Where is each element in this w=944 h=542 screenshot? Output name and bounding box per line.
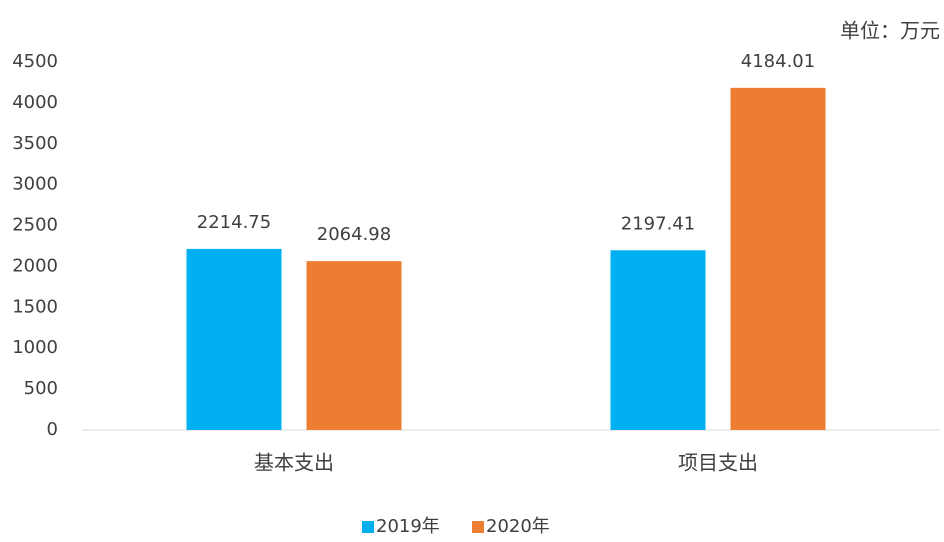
y-tick-label: 0 (47, 419, 58, 440)
legend-label: 2019年 (376, 516, 440, 537)
bar (730, 87, 826, 431)
y-tick-label: 500 (24, 378, 58, 399)
bar (186, 248, 282, 430)
y-tick-label: 3500 (12, 133, 58, 154)
legend-swatch (472, 521, 484, 533)
y-tick-label: 2500 (12, 215, 58, 236)
y-tick-label: 1000 (12, 337, 58, 358)
legend-label: 2020年 (486, 516, 550, 537)
bar (610, 250, 706, 430)
bar (306, 261, 402, 430)
y-tick-label: 1500 (12, 296, 58, 317)
x-tick-label: 基本支出 (254, 451, 334, 475)
data-label: 2064.98 (317, 224, 391, 245)
y-tick-label: 2000 (12, 255, 58, 276)
y-tick-label: 4000 (12, 92, 58, 113)
unit-label: 单位：万元 (840, 19, 940, 43)
data-label: 2197.41 (621, 213, 695, 234)
data-label: 2214.75 (197, 212, 271, 233)
y-tick-label: 4500 (12, 51, 58, 72)
legend-swatch (362, 521, 374, 533)
data-label: 4184.01 (741, 51, 815, 72)
x-tick-label: 项目支出 (678, 451, 758, 475)
y-tick-label: 3000 (12, 174, 58, 195)
